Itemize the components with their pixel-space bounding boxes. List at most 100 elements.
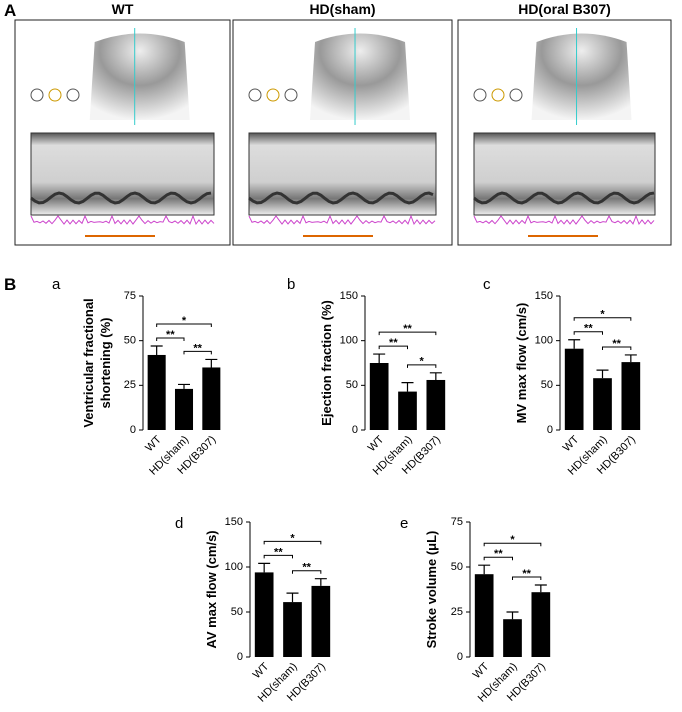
sig-bracket bbox=[378, 345, 408, 350]
sig-bracket bbox=[378, 331, 437, 336]
panel-label: A bbox=[4, 1, 16, 20]
bar bbox=[593, 378, 612, 430]
wall bbox=[248, 191, 434, 205]
button bbox=[491, 88, 505, 102]
chart-label: e bbox=[400, 515, 408, 532]
sig-label: ** bbox=[166, 329, 175, 341]
ecg bbox=[30, 214, 215, 226]
error-bar bbox=[150, 345, 163, 355]
bar bbox=[474, 574, 494, 657]
error-bar bbox=[624, 354, 637, 363]
bar bbox=[254, 572, 274, 657]
button bbox=[66, 88, 80, 102]
sig-bracket bbox=[156, 337, 185, 342]
button bbox=[284, 88, 298, 102]
button bbox=[248, 88, 262, 102]
y-axis-label: Ventricular fractional bbox=[81, 298, 96, 427]
y-tick-label: 75 bbox=[451, 516, 463, 528]
error-bar bbox=[373, 353, 386, 363]
y-tick-label: 25 bbox=[451, 606, 463, 618]
sig-label: * bbox=[600, 309, 605, 321]
bar bbox=[426, 379, 446, 430]
x-tick-label: WT bbox=[251, 660, 272, 681]
y-tick-label: 0 bbox=[130, 424, 136, 436]
bar bbox=[174, 388, 194, 430]
y-tick-label: 0 bbox=[237, 651, 243, 663]
y-tick-label: 100 bbox=[340, 335, 358, 347]
sig-bracket bbox=[156, 323, 212, 328]
y-tick-label: 50 bbox=[346, 379, 358, 391]
y-tick-label: 0 bbox=[352, 424, 358, 436]
x-tick-label: WT bbox=[471, 660, 492, 681]
y-axis-label: MV max flow (cm/s) bbox=[514, 303, 529, 424]
sig-label: ** bbox=[302, 562, 311, 574]
y-axis-label: shortening (%) bbox=[98, 318, 113, 409]
y-tick-label: 50 bbox=[541, 379, 553, 391]
y-tick-label: 50 bbox=[124, 335, 136, 347]
m-mode bbox=[473, 132, 656, 216]
b-mode bbox=[89, 33, 190, 120]
b-mode bbox=[531, 33, 632, 120]
sig-bracket bbox=[483, 542, 542, 547]
x-tick-label: WT bbox=[143, 433, 164, 454]
y-tick-label: 50 bbox=[231, 606, 243, 618]
bar bbox=[202, 367, 221, 430]
error-bar bbox=[478, 564, 491, 575]
chart-label: b bbox=[287, 276, 295, 293]
bar bbox=[621, 362, 641, 430]
sig-label: ** bbox=[612, 338, 621, 350]
image-title: HD(sham) bbox=[309, 1, 375, 17]
error-bar bbox=[314, 578, 327, 586]
sig-bracket bbox=[512, 576, 542, 580]
x-tick-label: WT bbox=[366, 433, 387, 454]
sig-bracket bbox=[263, 554, 293, 559]
ecg bbox=[248, 214, 436, 226]
wall bbox=[473, 191, 655, 205]
bar bbox=[311, 585, 331, 657]
y-tick-label: 0 bbox=[457, 651, 463, 663]
bar bbox=[147, 354, 166, 430]
b-mode bbox=[310, 33, 411, 120]
error-bar bbox=[258, 562, 271, 573]
sig-label: ** bbox=[274, 546, 283, 558]
error-bar bbox=[596, 369, 609, 379]
button bbox=[266, 88, 280, 102]
bar bbox=[503, 619, 522, 657]
sig-bracket bbox=[183, 350, 212, 355]
bar bbox=[398, 391, 417, 430]
error-bar bbox=[286, 592, 299, 603]
y-tick-label: 100 bbox=[535, 335, 553, 347]
error-bar bbox=[534, 584, 547, 593]
bar bbox=[531, 592, 551, 657]
error-bar bbox=[401, 382, 414, 392]
sig-label: * bbox=[182, 315, 187, 327]
y-axis-label: Ejection fraction (%) bbox=[319, 300, 334, 426]
error-bar bbox=[205, 358, 218, 368]
sig-bracket bbox=[407, 364, 437, 368]
sig-label: ** bbox=[403, 323, 412, 335]
button bbox=[48, 88, 62, 102]
y-tick-label: 150 bbox=[225, 516, 243, 528]
sig-label: ** bbox=[494, 548, 503, 560]
button bbox=[30, 88, 44, 102]
sig-label: ** bbox=[584, 323, 593, 335]
sig-label: ** bbox=[193, 342, 202, 354]
y-tick-label: 100 bbox=[225, 561, 243, 573]
y-tick-label: 150 bbox=[535, 290, 553, 302]
y-axis-label: AV max flow (cm/s) bbox=[204, 530, 219, 648]
sig-label: * bbox=[420, 356, 425, 368]
chart-label: d bbox=[175, 515, 183, 532]
image-title: HD(oral B307) bbox=[518, 1, 611, 17]
sig-label: ** bbox=[522, 568, 531, 580]
button bbox=[473, 88, 487, 102]
sig-bracket bbox=[483, 556, 513, 561]
echo-images: WT HD(sham) HD(oral B307) bbox=[14, 1, 672, 246]
y-tick-label: 0 bbox=[547, 424, 553, 436]
sig-label: * bbox=[290, 532, 295, 544]
error-bar bbox=[178, 383, 190, 389]
sig-bracket bbox=[602, 346, 632, 350]
wall bbox=[30, 191, 212, 205]
y-tick-label: 150 bbox=[340, 290, 358, 302]
panel-label: B bbox=[4, 275, 16, 294]
